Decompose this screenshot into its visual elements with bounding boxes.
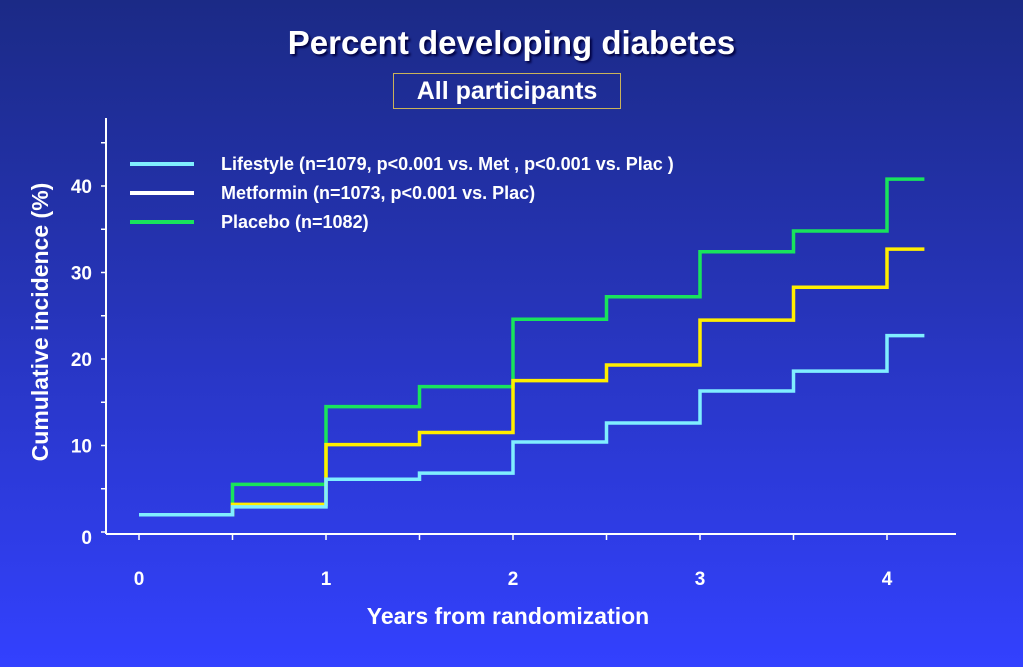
legend: Lifestyle (n=1079, p<0.001 vs. Met , p<0… (130, 154, 674, 232)
series-line-lifestyle (139, 333, 925, 517)
y-tick-label: 30 (71, 264, 92, 285)
legend-label-lifestyle: Lifestyle (n=1079, p<0.001 vs. Met , p<0… (221, 154, 674, 174)
series-group (139, 177, 925, 517)
x-tick-label: 4 (882, 569, 893, 590)
x-tick-label: 2 (508, 569, 519, 590)
chart-subtitle: All participants (393, 73, 621, 109)
y-tick-label: 0 (81, 528, 92, 549)
x-tick-label: 0 (134, 569, 145, 590)
chart-title: Percent developing diabetes (287, 24, 736, 61)
x-axis-title: Years from randomization (367, 603, 649, 629)
y-axis-title: Cumulative incidence (%) (27, 183, 53, 462)
x-tick-label: 1 (321, 569, 332, 590)
legend-label-metformin: Metformin (n=1073, p<0.001 vs. Plac) (221, 183, 535, 203)
y-tick-label: 10 (71, 437, 92, 458)
y-tick-label: 40 (71, 177, 92, 198)
y-tick-label: 20 (71, 350, 92, 371)
series-line-metformin (139, 247, 925, 517)
series-line-placebo (139, 177, 925, 517)
x-tick-label: 3 (695, 569, 706, 590)
legend-label-placebo: Placebo (n=1082) (221, 212, 369, 232)
